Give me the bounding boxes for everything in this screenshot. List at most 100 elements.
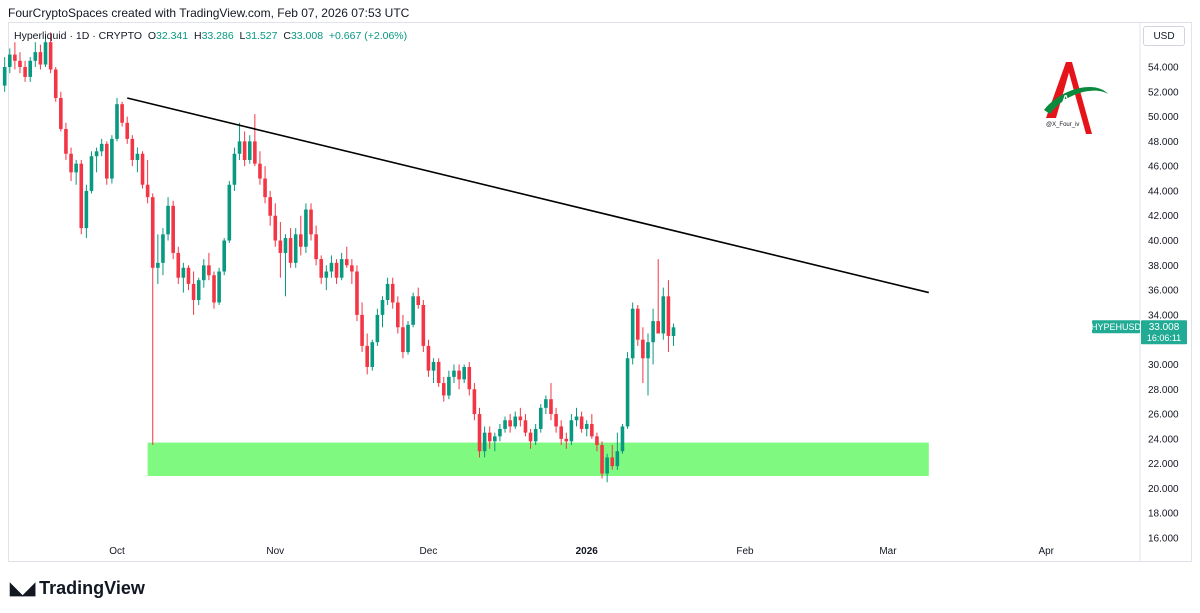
candle[interactable] [467,361,472,396]
candle[interactable] [253,114,257,167]
candle[interactable] [385,277,390,305]
candle[interactable] [584,420,589,437]
candle[interactable] [513,411,518,429]
candle[interactable] [630,302,635,365]
candle[interactable] [370,339,375,371]
candle[interactable] [196,277,201,305]
candle[interactable] [344,246,349,268]
candle[interactable] [59,91,63,132]
candle[interactable] [84,184,89,239]
support-zone[interactable] [147,442,929,477]
candle[interactable] [207,252,211,281]
candle[interactable] [610,445,615,470]
candle[interactable] [43,36,48,67]
candle[interactable] [309,203,313,241]
candle[interactable] [247,135,252,164]
candle[interactable] [237,122,242,160]
candle[interactable] [656,259,661,334]
candle[interactable] [268,190,272,226]
candle[interactable] [222,238,227,276]
candle[interactable] [191,271,196,315]
candle[interactable] [299,215,303,256]
candle[interactable] [436,358,441,387]
candle[interactable] [615,432,620,470]
currency-button[interactable]: USD [1143,26,1185,46]
candle[interactable] [7,48,12,74]
candle[interactable] [150,193,155,446]
candle[interactable] [319,255,324,284]
candle[interactable] [595,432,599,452]
trendline[interactable] [127,97,929,294]
candle[interactable] [441,376,446,402]
candle[interactable] [600,441,604,479]
candle[interactable] [2,57,7,92]
candle[interactable] [605,453,609,483]
candle[interactable] [554,407,558,433]
candle[interactable] [533,423,538,446]
candle[interactable] [431,358,436,384]
candle[interactable] [120,101,124,127]
candle[interactable] [293,228,298,268]
candle[interactable] [69,147,73,182]
candle[interactable] [590,414,594,439]
candle[interactable] [544,395,548,415]
candle[interactable] [110,135,114,184]
candle[interactable] [18,52,22,74]
candle[interactable] [329,255,334,278]
candle[interactable] [421,300,426,353]
candle[interactable] [390,277,395,309]
candle[interactable] [462,364,466,384]
candle[interactable] [406,321,410,355]
candle[interactable] [28,57,33,82]
candle[interactable] [171,200,175,260]
candle[interactable] [181,262,186,293]
candle[interactable] [360,302,364,353]
candle[interactable] [288,228,293,268]
candle[interactable] [375,308,380,346]
candle[interactable] [646,333,650,396]
candle[interactable] [641,327,645,384]
candle[interactable] [426,339,431,377]
candle[interactable] [452,364,456,384]
tradingview-brand[interactable]: ◣◢ TradingView [10,578,145,599]
candle[interactable] [140,151,145,189]
candle[interactable] [523,414,528,437]
candle[interactable] [258,151,262,185]
candle[interactable] [89,151,94,194]
candle[interactable] [64,122,68,160]
candle[interactable] [176,246,181,284]
candle[interactable] [314,225,318,266]
candle[interactable] [242,131,247,167]
candle[interactable] [457,364,461,390]
candle[interactable] [79,159,84,235]
candle[interactable] [635,304,640,346]
candle[interactable] [355,265,359,322]
candle[interactable] [166,197,170,241]
candle[interactable] [38,44,43,70]
candle[interactable] [528,428,533,449]
candle[interactable] [625,352,630,429]
candle[interactable] [217,267,221,305]
candle[interactable] [115,97,119,142]
candle[interactable] [666,280,671,353]
candle[interactable] [13,42,17,70]
candle[interactable] [278,221,283,278]
candle[interactable] [94,147,99,173]
candle[interactable] [380,296,385,328]
candle[interactable] [324,265,329,291]
candle[interactable] [620,423,625,454]
candle[interactable] [212,271,216,309]
candle[interactable] [508,414,512,433]
candle[interactable] [574,407,579,427]
candle[interactable] [564,432,569,449]
candle[interactable] [559,420,563,446]
candle[interactable] [130,135,135,167]
candle[interactable] [447,370,451,400]
candle[interactable] [334,259,339,284]
candle[interactable] [232,147,237,191]
candle[interactable] [651,308,655,365]
candle[interactable] [579,411,584,433]
candle[interactable] [273,203,278,247]
candle[interactable] [135,147,140,173]
